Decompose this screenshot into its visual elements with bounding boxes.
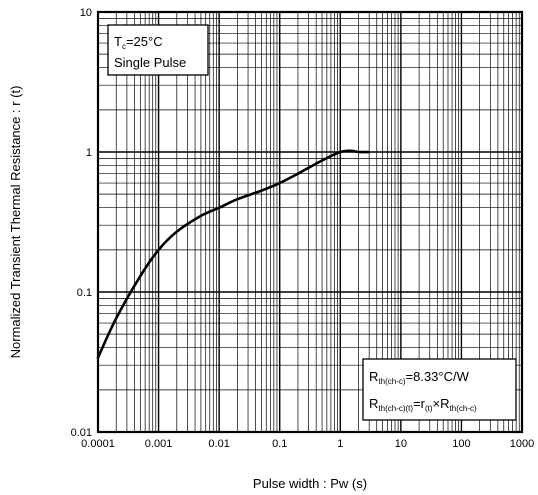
single-pulse-label: Single Pulse xyxy=(114,55,186,70)
x-tick-label: 100 xyxy=(452,438,470,450)
x-tick-label: 0.001 xyxy=(145,438,173,450)
y-tick-label: 1 xyxy=(86,147,92,159)
series-layer xyxy=(96,149,371,359)
rt-symbol: =r xyxy=(413,396,426,411)
rt-subscript: (t) xyxy=(425,404,433,413)
times-rth-subscript: th(ch-c) xyxy=(450,404,477,413)
tc-subscript: c xyxy=(122,42,126,51)
rth-symbol: R xyxy=(369,369,378,384)
y-axis-label: Normalized Transient Thermal Resistance … xyxy=(8,86,23,359)
times-rth-symbol: ×R xyxy=(433,396,450,411)
tc-value: =25°C xyxy=(126,34,163,49)
rth-t-subscript: th(ch-c)(t) xyxy=(378,404,413,413)
x-tick-label: 0.1 xyxy=(272,438,287,450)
x-tick-label: 10 xyxy=(395,438,407,450)
rth-value: =8.33°C/W xyxy=(406,369,470,384)
x-tick-label: 0.01 xyxy=(208,438,229,450)
tc-symbol: T xyxy=(114,34,122,49)
rth-t-symbol: R xyxy=(369,396,378,411)
series-line xyxy=(96,149,371,359)
y-tick-label: 0.1 xyxy=(77,287,92,299)
rth-box: Rth(ch-c)=8.33°C/W Rth(ch-c)(t)=r(t)×Rth… xyxy=(362,358,517,421)
x-tick-label: 1000 xyxy=(510,438,534,450)
tick-labels: 0.0001 0.001 0.01 0.1 1 10 100 1000 0.01 0.1 1 10 xyxy=(71,7,535,450)
svg-text:Rth(ch-c)(t)=r(t)×Rth(ch-c): Rth(ch-c)(t)=r(t)×Rth(ch-c) xyxy=(369,396,477,413)
condition-box: Tc=25°C Single Pulse xyxy=(107,24,209,76)
y-tick-label: 10 xyxy=(80,7,92,19)
x-tick-label: 0.0001 xyxy=(81,438,115,450)
x-tick-label: 1 xyxy=(337,438,343,450)
y-tick-label: 0.01 xyxy=(71,427,92,439)
svg-text:Tc=25°C: Tc=25°C xyxy=(114,34,163,51)
major-gridlines xyxy=(98,12,522,432)
rth-subscript: th(ch-c) xyxy=(378,377,405,386)
svg-text:Rth(ch-c)=8.33°C/W: Rth(ch-c)=8.33°C/W xyxy=(369,369,470,386)
x-axis-label: Pulse width : Pw (s) xyxy=(253,476,367,491)
plot-frame xyxy=(96,10,524,434)
